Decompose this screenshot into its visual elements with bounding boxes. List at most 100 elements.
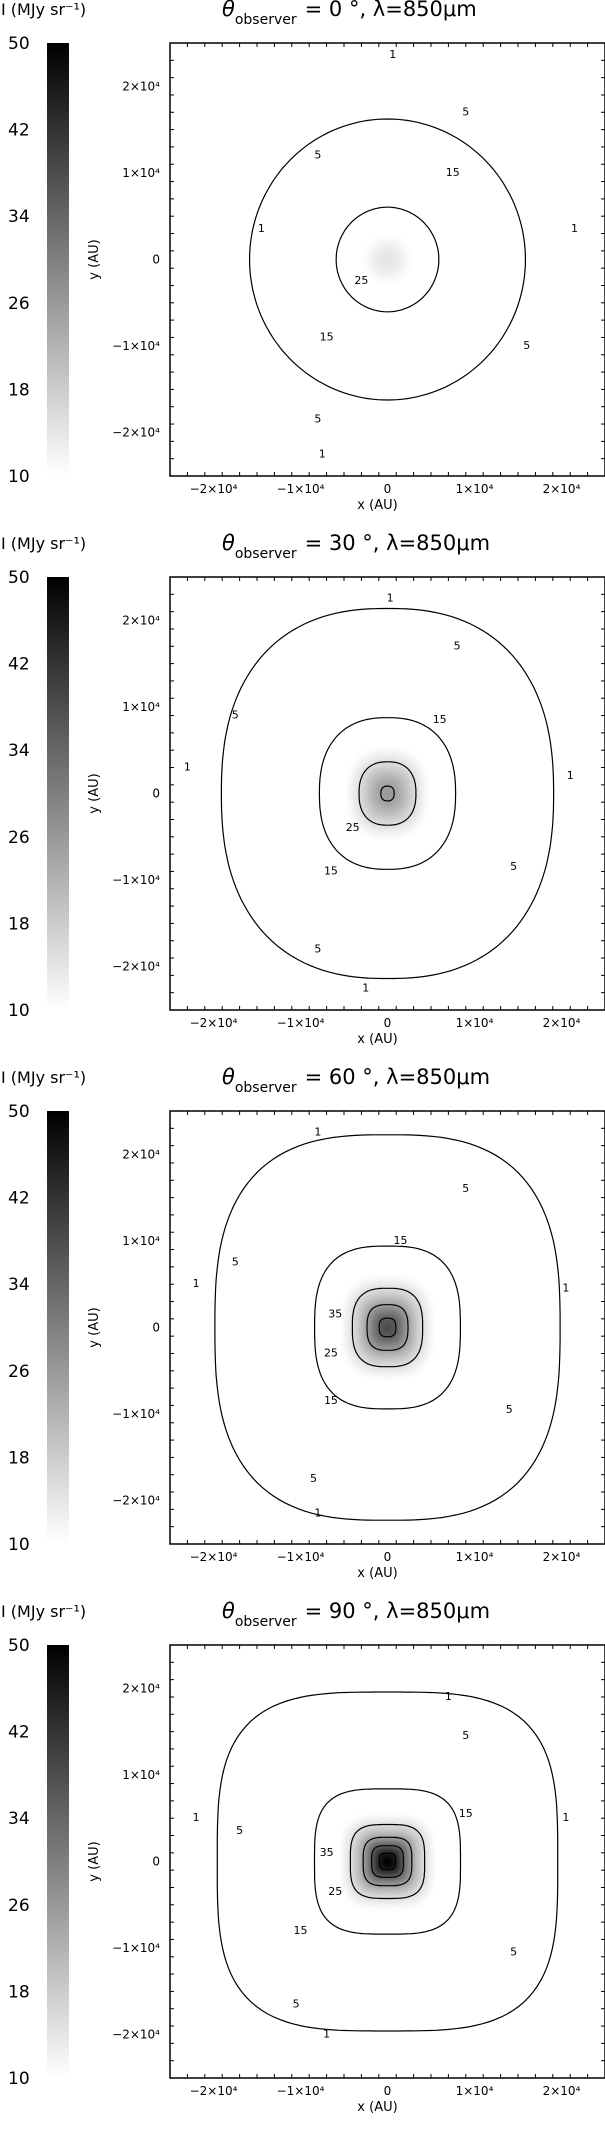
contour-line-5: [335, 206, 440, 313]
contour-label: 1: [314, 1507, 321, 1520]
title-text: = 60 °, λ=850μm: [305, 1065, 490, 1089]
contour-label: 1: [562, 1811, 569, 1824]
contour-label: 1: [258, 222, 265, 235]
contour-label: 5: [510, 860, 517, 873]
x-tick-label: −1×10⁴: [277, 1550, 325, 1564]
contour-label: 5: [462, 105, 469, 118]
plot-frame: [169, 1644, 605, 2079]
colorbar-label: I (MJy sr⁻¹): [1, 0, 86, 19]
contour-label: 5: [232, 709, 239, 722]
contour-line-15: [358, 761, 417, 826]
contour-label: 5: [314, 149, 321, 162]
intensity-map: [170, 1645, 605, 2078]
x-tick-label: 0: [384, 1550, 392, 1564]
x-tick-label: 0: [384, 482, 392, 496]
x-tick-label: 0: [384, 1016, 392, 1030]
contour-label: 1: [387, 592, 394, 605]
intensity-map: [170, 577, 605, 1010]
contour-label: 5: [523, 339, 530, 352]
colorbar-tick-label: 10: [8, 1535, 30, 1555]
contour-label: 5: [232, 1256, 239, 1269]
panel-title: θobserver = 30 °, λ=850μm: [222, 531, 490, 562]
title-theta: θ: [222, 1065, 235, 1089]
contour-label: 15: [320, 330, 334, 343]
colorbar-tick-label: 26: [8, 294, 30, 314]
panel-title: θobserver = 90 °, λ=850μm: [222, 1599, 490, 1630]
contour-label: 1: [193, 1277, 200, 1290]
title-text: = 0 °, λ=850μm: [305, 0, 477, 21]
x-tick-label: −1×10⁴: [277, 2084, 325, 2098]
x-tick-label: −2×10⁴: [190, 482, 238, 496]
x-axis-label: x (AU): [357, 2100, 397, 2115]
contour-line-15: [349, 1823, 426, 1900]
contour-label: 5: [462, 1729, 469, 1742]
x-tick-label: 1×10⁴: [456, 2084, 494, 2098]
colorbar: [47, 43, 69, 476]
y-tick-label: −1×10⁴: [112, 873, 160, 887]
contour-label: 1: [193, 1811, 200, 1824]
y-axis-label: y (AU): [87, 773, 102, 813]
x-axis-label: x (AU): [357, 1032, 397, 1047]
colorbar: [47, 1111, 69, 1544]
contour-label: 15: [294, 1924, 308, 1937]
colorbar-tick-label: 34: [8, 1275, 30, 1295]
y-tick-label: 2×10⁴: [122, 1147, 160, 1161]
contour-label: 5: [454, 639, 461, 652]
contour-label: 5: [314, 413, 321, 426]
contour-label: 1: [362, 981, 369, 994]
title-subscript: observer: [235, 1080, 297, 1096]
title-theta: θ: [222, 0, 235, 21]
y-axis-label: y (AU): [87, 1307, 102, 1347]
contour-label: 1: [389, 48, 396, 61]
contour-label: 35: [320, 1846, 334, 1859]
colorbar: [47, 577, 69, 1010]
panel-title: θobserver = 60 °, λ=850μm: [222, 1065, 490, 1096]
contour-label: 5: [293, 1997, 300, 2010]
colorbar-tick-label: 10: [8, 1001, 30, 1021]
contour-label: 25: [346, 821, 360, 834]
title-subscript: observer: [235, 1614, 297, 1630]
x-tick-label: 1×10⁴: [456, 1016, 494, 1030]
contour-label: 1: [323, 2028, 330, 2041]
contour-line-1: [249, 118, 526, 401]
contour-line-25: [380, 785, 395, 802]
title-subscript: observer: [235, 546, 297, 562]
contour-label: 5: [236, 1824, 243, 1837]
title-theta: θ: [222, 1599, 235, 1623]
x-tick-label: −1×10⁴: [277, 482, 325, 496]
y-tick-label: 2×10⁴: [122, 1681, 160, 1695]
contour-label: 1: [184, 761, 191, 774]
y-tick-label: −1×10⁴: [112, 339, 160, 353]
y-tick-label: 0: [152, 1321, 160, 1335]
y-tick-label: 1×10⁴: [122, 1234, 160, 1248]
contour-label: 25: [324, 1346, 338, 1359]
x-tick-label: 0: [384, 2084, 392, 2098]
x-axis-label: x (AU): [357, 1566, 397, 1581]
contour-label: 15: [433, 713, 447, 726]
contour-label: 25: [354, 274, 368, 287]
contour-label: 1: [567, 769, 574, 782]
colorbar-tick-label: 50: [8, 568, 30, 588]
contour-line-5: [318, 717, 457, 870]
y-tick-label: −2×10⁴: [112, 960, 160, 974]
contour-line-35: [378, 1317, 397, 1338]
contour-line-5: [314, 1245, 461, 1410]
contour-line-5: [313, 1788, 462, 1935]
contour-label: 1: [445, 1690, 452, 1703]
y-tick-label: 2×10⁴: [122, 79, 160, 93]
x-tick-label: −2×10⁴: [190, 1016, 238, 1030]
y-axis-label: y (AU): [87, 1841, 102, 1881]
colorbar-tick-label: 26: [8, 1896, 30, 1916]
colorbar-label: I (MJy sr⁻¹): [1, 1602, 86, 1621]
contour-label: 15: [394, 1234, 408, 1247]
contour-label: 5: [462, 1182, 469, 1195]
y-tick-label: 0: [152, 253, 160, 267]
contour-line-35: [371, 1845, 404, 1878]
y-tick-label: 0: [152, 1855, 160, 1869]
colorbar: [47, 1645, 69, 2078]
x-tick-label: 2×10⁴: [543, 1550, 581, 1564]
